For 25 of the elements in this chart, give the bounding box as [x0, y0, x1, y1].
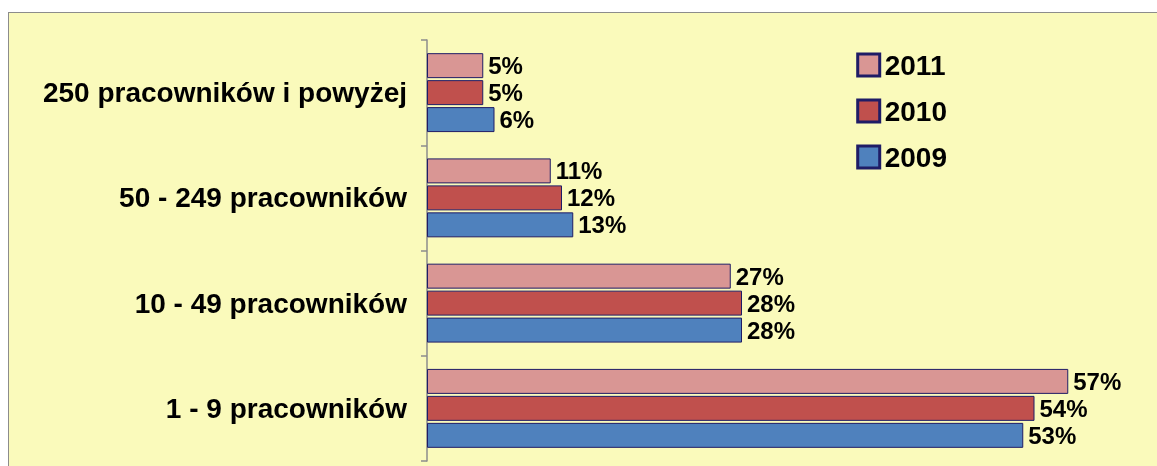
y-tick-label: 250 pracowników i powyżej [42, 77, 407, 109]
data-label: 13% [578, 211, 627, 239]
bar [427, 422, 1024, 448]
data-label: 27% [735, 262, 784, 290]
data-label: 53% [1028, 421, 1077, 449]
legend-label: 2010 [884, 95, 948, 127]
y-tick-label: 10 - 49 pracowników [134, 287, 408, 319]
data-label: 57% [1073, 367, 1122, 395]
bar [427, 368, 1069, 394]
data-label: 54% [1039, 394, 1088, 422]
data-label: 12% [567, 184, 616, 212]
bar [427, 53, 484, 79]
data-label: 6% [499, 106, 535, 134]
bar [427, 395, 1035, 421]
data-label: 5% [488, 79, 523, 107]
data-label: 11% [555, 157, 603, 185]
bar [427, 107, 495, 133]
y-tick-label: 1 - 9 pracowników [165, 392, 408, 424]
legend-label: 2011 [884, 49, 946, 81]
data-label: 28% [747, 289, 796, 317]
bar [427, 80, 484, 106]
data-label: 28% [747, 316, 796, 344]
data-label: 5% [488, 52, 523, 80]
legend-label: 2009 [884, 141, 948, 173]
y-tick-label: 50 - 249 pracowników [119, 182, 408, 214]
